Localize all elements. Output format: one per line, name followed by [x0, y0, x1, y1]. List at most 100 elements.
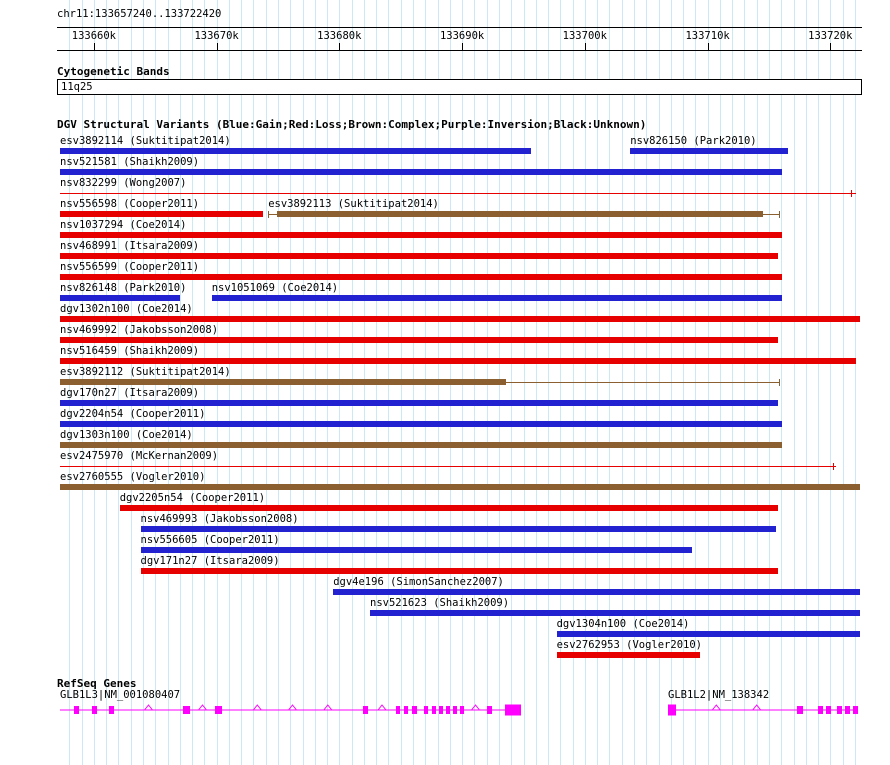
variant-bar[interactable]	[333, 589, 860, 595]
variant-label: nsv556599 (Cooper2011)	[60, 261, 200, 273]
refseq-title: RefSeq Genes	[57, 677, 137, 690]
gene-label: GLB1L2|NM_138342	[668, 689, 770, 701]
grid-line	[805, 0, 807, 765]
variant-bar[interactable]	[370, 610, 860, 616]
intron-hat	[471, 704, 480, 711]
gene-exon	[404, 706, 408, 714]
variant-bar[interactable]	[60, 358, 857, 364]
variant-whisker-tick	[778, 211, 780, 218]
variant-bar[interactable]	[60, 274, 783, 280]
gene-exon	[183, 706, 190, 714]
intron-hat	[144, 704, 153, 711]
tick-label: 133660k	[71, 30, 117, 42]
gene-exon	[363, 706, 368, 714]
variant-bar[interactable]	[60, 211, 264, 217]
variant-label: nsv1037294 (Coe2014)	[60, 219, 187, 231]
variant-label: nsv521581 (Shaikh2009)	[60, 156, 200, 168]
separator-line	[57, 27, 862, 28]
tick-mark	[707, 43, 709, 50]
variant-label: dgv4e196 (SimonSanchez2007)	[333, 576, 504, 588]
intron-hat	[252, 704, 262, 711]
variant-bar[interactable]	[60, 169, 783, 175]
tick-mark	[93, 43, 95, 50]
variant-label: nsv469993 (Jakobsson2008)	[140, 513, 299, 525]
variant-bar[interactable]	[60, 148, 531, 154]
dgv-title: DGV Structural Variants (Blue:Gain;Red:L…	[57, 118, 647, 131]
variant-whisker	[506, 382, 779, 383]
gene-exon	[446, 706, 450, 714]
variant-label: dgv170n27 (Itsara2009)	[60, 387, 200, 399]
variant-label: nsv556598 (Cooper2011)	[60, 198, 200, 210]
variant-line[interactable]	[60, 466, 837, 467]
variant-bar[interactable]	[630, 148, 789, 154]
grid-line	[830, 0, 832, 765]
variant-label: esv2475970 (McKernan2009)	[60, 450, 219, 462]
gene-exon	[797, 706, 803, 714]
variant-bar[interactable]	[211, 295, 783, 301]
gene-exon	[439, 706, 443, 714]
variant-label: esv3892114 (Suktitipat2014)	[60, 135, 231, 147]
variant-bar[interactable]	[60, 316, 860, 322]
variant-bar[interactable]	[556, 631, 860, 637]
variant-bar[interactable]	[60, 379, 507, 385]
gene-exon	[668, 704, 676, 716]
gene-exon	[424, 706, 428, 714]
variant-bar[interactable]	[140, 547, 692, 553]
variant-label: nsv556605 (Cooper2011)	[140, 534, 280, 546]
variant-bar[interactable]	[556, 652, 701, 658]
tick-mark	[462, 43, 464, 50]
gene-exon	[826, 706, 831, 714]
variant-line-tick	[832, 463, 834, 470]
variant-label: dgv2205n54 (Cooper2011)	[119, 492, 266, 504]
variant-label: nsv826150 (Park2010)	[630, 135, 757, 147]
variant-label: esv3892112 (Suktitipat2014)	[60, 366, 231, 378]
gene-exon	[396, 706, 400, 714]
variant-bar[interactable]	[276, 211, 763, 217]
gene-exon	[74, 706, 79, 714]
variant-bar[interactable]	[60, 442, 783, 448]
variant-bar[interactable]	[60, 232, 783, 238]
gene-exon	[412, 706, 417, 714]
gene-glyph[interactable]	[668, 704, 858, 716]
variant-whisker-tick	[268, 211, 270, 218]
variant-line[interactable]	[60, 193, 857, 194]
variant-bar[interactable]	[119, 505, 778, 511]
variant-label: esv2762953 (Vogler2010)	[556, 639, 702, 651]
tick-mark	[339, 43, 341, 50]
tick-label: 133710k	[685, 30, 730, 42]
intron-hat	[752, 704, 762, 711]
variant-whisker-tick	[778, 379, 780, 386]
variant-label: dgv1304n100 (Coe2014)	[556, 618, 690, 630]
gene-exon	[453, 706, 457, 714]
grid-line	[781, 0, 783, 765]
variant-label: dgv2204n54 (Cooper2011)	[60, 408, 206, 420]
gene-glyph[interactable]	[60, 704, 521, 716]
variant-label: nsv1051069 (Coe2014)	[211, 282, 339, 294]
gene-exon	[109, 706, 114, 714]
variant-bar[interactable]	[60, 421, 783, 427]
variant-label: nsv521623 (Shaikh2009)	[370, 597, 510, 609]
tick-label: 133690k	[439, 30, 485, 42]
gene-exon	[487, 706, 492, 714]
variant-bar[interactable]	[60, 484, 860, 490]
variant-whisker	[268, 214, 277, 215]
variant-bar[interactable]	[60, 295, 180, 301]
gene-exon	[215, 706, 222, 714]
grid-line	[818, 0, 819, 765]
variant-bar[interactable]	[140, 568, 778, 574]
cytoband-band: 11q25	[57, 79, 862, 95]
variant-label: nsv468991 (Itsara2009)	[60, 240, 200, 252]
intron-hat	[711, 704, 721, 711]
variant-bar[interactable]	[60, 253, 778, 259]
variant-bar[interactable]	[60, 400, 778, 406]
tick-mark	[830, 43, 832, 50]
variant-label: dgv1303n100 (Coe2014)	[60, 429, 193, 441]
variant-label: nsv832299 (Wong2007)	[60, 177, 187, 189]
variant-whisker	[762, 214, 779, 215]
variant-line-tick	[851, 190, 853, 197]
variant-bar[interactable]	[140, 526, 777, 532]
variant-bar[interactable]	[60, 337, 778, 343]
gene-exon	[818, 706, 823, 714]
gene-label: GLB1L3|NM_001080407	[60, 689, 181, 701]
